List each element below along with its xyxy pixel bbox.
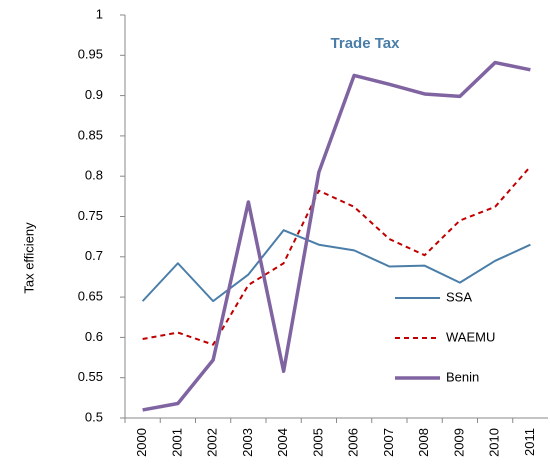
x-tick-label: 2002 xyxy=(205,428,220,457)
y-tick-label: 0.85 xyxy=(78,127,103,142)
x-tick-label: 2010 xyxy=(487,428,502,457)
y-tick-label: 0.9 xyxy=(85,87,103,102)
y-tick-label: 0.65 xyxy=(78,289,103,304)
y-tick-label: 0.75 xyxy=(78,208,103,223)
x-tick-label: 2003 xyxy=(240,428,255,457)
x-tick-label: 2000 xyxy=(134,428,149,457)
y-tick-label: 0.7 xyxy=(85,248,103,263)
series-line xyxy=(142,60,531,412)
y-tick-label: 0.6 xyxy=(85,329,103,344)
x-tick-label: 2005 xyxy=(310,428,325,457)
legend-label: SSA xyxy=(446,289,472,304)
x-tick-label: 2006 xyxy=(346,428,361,457)
series-line xyxy=(141,229,531,303)
x-tick-label: 2011 xyxy=(522,428,537,456)
chart-title: Trade Tax xyxy=(331,35,401,52)
legend-label: Benin xyxy=(446,369,479,384)
x-tick-label: 2001 xyxy=(169,428,184,457)
series-line xyxy=(142,165,532,346)
y-axis-label: Tax efficieny xyxy=(21,222,36,294)
y-tick-label: 1 xyxy=(96,6,103,21)
y-tick-label: 0.55 xyxy=(78,369,103,384)
x-tick-label: 2009 xyxy=(451,428,466,457)
y-tick-label: 0.5 xyxy=(85,409,103,424)
y-tick-label: 0.95 xyxy=(78,47,103,62)
x-tick-label: 2004 xyxy=(275,428,290,457)
y-tick-label: 0.8 xyxy=(85,168,103,183)
x-tick-label: 2007 xyxy=(381,428,396,457)
legend-label: WAEMU xyxy=(446,329,495,344)
x-tick-label: 2008 xyxy=(416,428,431,457)
